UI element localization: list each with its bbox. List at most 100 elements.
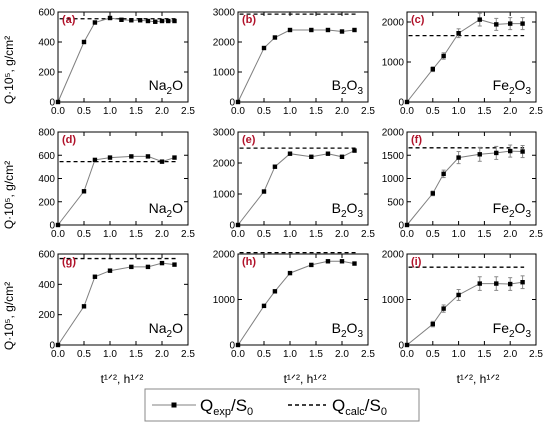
x-tick-label: 2.0 [155,349,169,360]
data-point [261,45,267,51]
y-tick-label: 1500 [382,151,405,162]
y-tick-label: 0 [398,221,404,232]
data-point [456,155,461,160]
legend-calc-q: Q [332,396,345,415]
y-tick-label: 2000 [213,38,236,49]
data-point [430,67,435,72]
data-point [520,149,525,154]
data-point [261,189,267,194]
oxide-part-1: 2 [167,86,173,97]
x-tick-label: 2.5 [361,349,375,360]
legend-calc-slash: /S [365,396,381,415]
y-tick-label: 1000 [213,295,236,306]
oxide-part-1: 2 [341,86,347,97]
x-tick-label: 0.5 [426,349,440,360]
plot-frame [57,11,189,103]
oxide-part-2: O [347,77,358,93]
data-point [235,342,241,348]
y-tick-label: 200 [38,310,55,321]
oxide-label: Na2O [149,77,183,97]
data-point [404,99,410,105]
data-point [261,303,267,309]
x-tick-label: 1.0 [103,229,117,240]
data-point [107,15,113,21]
data-point [172,262,177,267]
data-point [508,281,513,287]
y-tick-label: 400 [38,38,55,49]
x-tick-label: 1.0 [452,106,466,117]
panel-tag: (a) [62,14,76,26]
x-tick-label: 0.5 [257,106,271,117]
data-point [92,274,98,279]
y-tick-label: 200 [38,68,55,79]
x-tick-label: 2.0 [335,349,349,360]
x-tick-label: 2.5 [529,229,543,240]
xlabel-col-1: t¹ᐟ², h¹ᐟ² [101,372,144,386]
oxide-part-0: Fe [493,320,510,336]
oxide-part-2: O [515,320,526,336]
data-point [172,155,177,160]
data-point [166,18,171,24]
data-point [129,18,134,23]
x-tick-label: 2.0 [155,106,169,117]
legend-exp-slash: /S [231,396,247,415]
y-tick-label: 0 [49,341,55,352]
oxide-part-2: O [172,320,183,336]
y-tick-label: 3000 [213,128,236,139]
oxide-part-0: B [332,320,341,336]
data-point [441,306,446,311]
data-point [272,289,278,294]
x-tick-label: 1.5 [129,229,143,240]
x-tick-label: 2.5 [181,349,195,360]
x-tick-label: 0.0 [51,106,65,117]
data-point [55,342,61,348]
oxide-part-0: B [332,77,341,93]
panel-8: 0.0 0.5 1.0 1.5 2.0 2.5 0 1000 2000 (h) B2O3 [213,250,376,361]
panel-9: 0.0 0.5 1.0 1.5 2.0 2.5 0 1000 2000 (i) Fe2O3 [382,250,544,361]
y-tick-label: 400 [38,174,55,185]
x-tick-label: 0.5 [426,229,440,240]
y-tick-label: 2000 [382,250,405,261]
panel-4: 0.0 0.5 1.0 1.5 2.0 2.5 0 200 400 600 800 (d) Na2O [38,128,195,241]
x-tick-label: 0.0 [231,349,245,360]
x-tick-label: 1.0 [283,229,297,240]
data-point [159,260,165,266]
y-tick-label: 1000 [213,190,236,201]
data-point [81,304,87,309]
x-tick-label: 1.0 [452,229,466,240]
panel-tag: (h) [242,256,256,268]
legend-exp-sub0: 0 [247,406,253,418]
panel-2: 0.0 0.5 1.0 1.5 2.0 2.5 0 1000 2000 3000 (b) B2O3 [213,8,376,118]
x-tick-label: 0.5 [77,229,91,240]
oxide-part-2: O [172,77,183,93]
oxide-part-1: 2 [341,209,347,220]
y-tick-label: 0 [49,221,55,232]
data-point [172,18,177,24]
data-point [352,148,357,153]
x-tick-label: 1.0 [283,349,297,360]
data-point [352,27,357,33]
y-tick-label: 3000 [213,8,236,19]
oxide-part-2: O [172,200,183,216]
panel-tag: (b) [242,14,256,26]
x-tick-label: 0.0 [231,229,245,240]
data-point [107,155,113,160]
y-tick-label: 600 [38,250,55,261]
data-point [81,189,87,194]
data-point [456,31,461,36]
oxide-part-0: B [332,200,341,216]
data-point [520,280,525,285]
data-point [287,270,293,276]
x-tick-label: 0.0 [51,229,65,240]
panel-tag: (e) [242,134,256,146]
panel-tag: (d) [62,134,76,146]
data-point [129,264,134,270]
data-point [339,259,345,264]
oxide-label: Na2O [149,200,183,220]
oxide-label: Fe2O3 [493,200,532,220]
exp-line [237,260,355,346]
data-point [153,19,158,24]
x-tick-label: 0.5 [77,349,91,360]
oxide-part-0: Na [149,77,167,93]
